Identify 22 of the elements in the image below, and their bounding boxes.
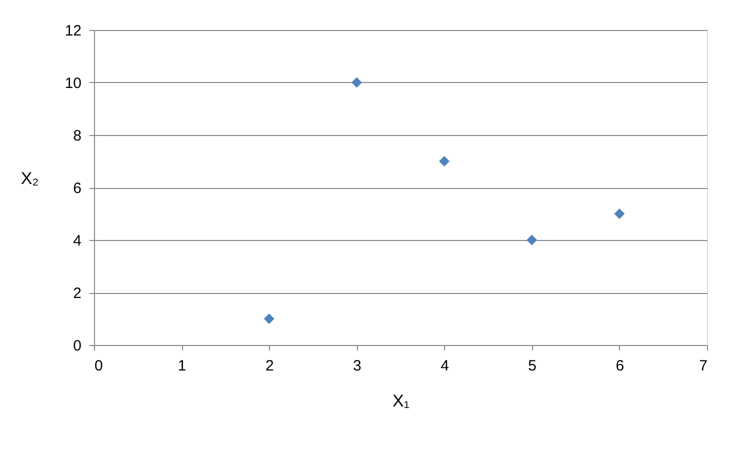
x-tick-label: 6 — [616, 358, 624, 374]
y-tick-label: 10 — [64, 75, 82, 92]
x-tick-label: 7 — [699, 358, 708, 374]
y-tick-label: 4 — [73, 232, 82, 250]
x-tick-label: 5 — [528, 358, 537, 374]
x-tick-label: 3 — [353, 358, 362, 374]
x-tick-label: 1 — [178, 358, 186, 374]
y-tick-label: 2 — [73, 285, 82, 302]
x-tick-label: 0 — [94, 358, 103, 374]
point — [614, 208, 625, 219]
x-tick-label: 2 — [265, 358, 274, 374]
y-tick-label: 12 — [64, 22, 82, 40]
y-tick-label: 8 — [73, 128, 82, 144]
y-tick-label: 6 — [73, 180, 82, 197]
y-axis-title: X₂ — [20, 169, 39, 188]
point — [264, 314, 274, 324]
point — [439, 156, 450, 166]
point — [526, 234, 538, 246]
x-axis-title: X₁ — [392, 392, 410, 410]
point — [351, 77, 362, 88]
y-tick-label: 0 — [73, 338, 82, 354]
x-tick-label: 4 — [440, 358, 449, 374]
